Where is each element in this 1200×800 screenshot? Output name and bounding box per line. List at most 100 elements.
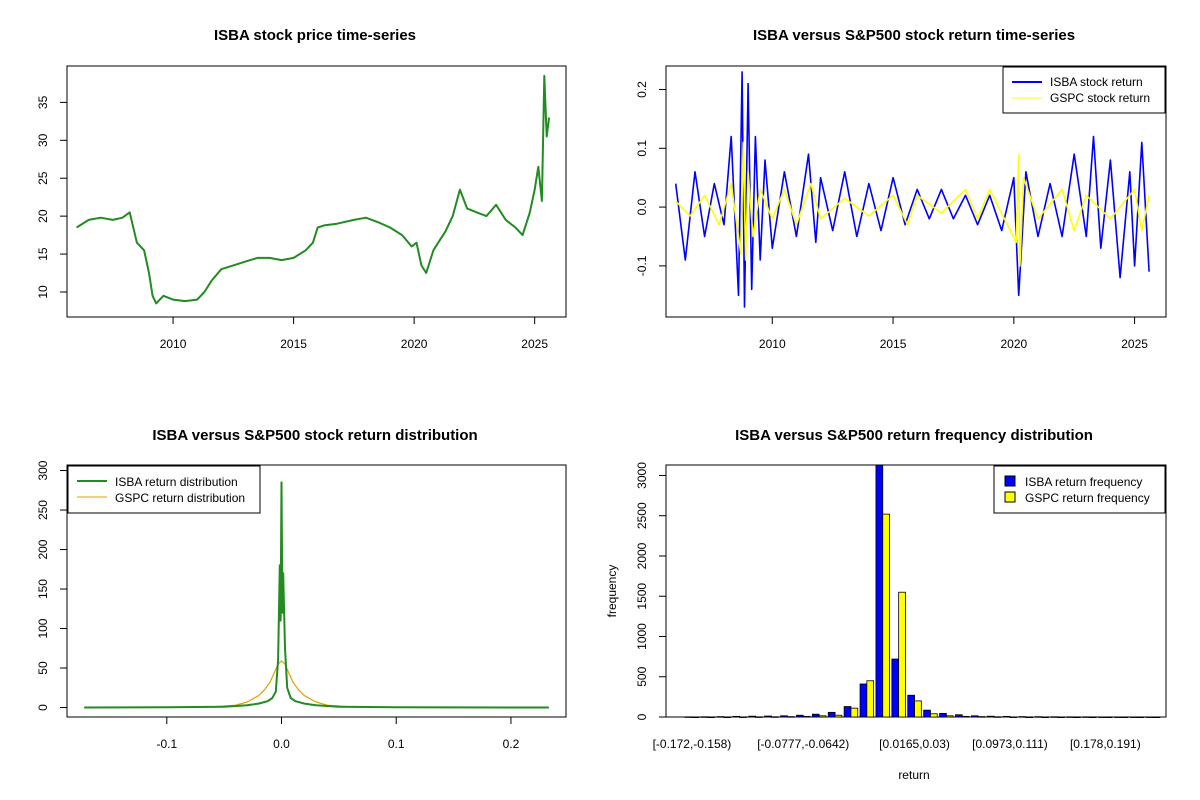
price-xtick-label: 2025	[521, 337, 548, 351]
gspc-freq-bar	[961, 715, 970, 718]
gspc-freq-bar	[802, 715, 811, 718]
price-xtick-label: 2010	[160, 337, 187, 351]
isba-freq-bar	[748, 715, 756, 718]
legend-gspc-freq-label: GSPC return frequency	[1025, 491, 1150, 505]
gspc-freq-bar	[755, 716, 763, 718]
returns-xtick-label: 2020	[1000, 337, 1027, 351]
gspc-freq-bar	[707, 716, 716, 719]
density-chart: ISBA versus S&P500 stock return distribu…	[36, 427, 567, 751]
returns-ytick-label: -0.1	[635, 255, 649, 276]
gspc-freq-bar	[691, 716, 700, 719]
returns-plot-frame	[665, 65, 1167, 318]
density-chart-title: ISBA versus S&P500 stock return distribu…	[152, 427, 477, 444]
price-plot-frame	[66, 65, 567, 318]
price-ytick-label: 10	[36, 285, 50, 299]
frequency-legend: ISBA return frequency GSPC return freque…	[993, 465, 1166, 514]
returns-chart-title: ISBA versus S&P500 stock return time-ser…	[753, 27, 1075, 44]
freq-ytick-label: 1000	[635, 623, 649, 650]
returns-chart: ISBA versus S&P500 stock return time-ser…	[635, 27, 1167, 351]
isba-freq-bar	[907, 694, 915, 718]
density-ytick-label: 150	[36, 579, 50, 599]
density-xtick-label: 0.2	[503, 737, 520, 751]
gspc-freq-bar	[898, 591, 906, 718]
density-ytick-label: 0	[36, 704, 50, 711]
frequency-bars	[684, 464, 1161, 719]
isba-return-line	[674, 71, 1150, 308]
gspc-freq-bar	[1152, 716, 1161, 719]
density-xtick-label: 0.1	[388, 737, 405, 751]
isba-freq-bar	[1050, 716, 1059, 718]
density-xtick-label: -0.1	[156, 737, 177, 751]
gspc-freq-bar	[771, 716, 779, 718]
density-ytick-label: 100	[36, 618, 50, 638]
gspc-freq-bar	[1041, 716, 1049, 719]
price-ytick-label: 30	[36, 133, 50, 147]
density-ytick-label: 250	[36, 500, 50, 520]
gspc-freq-bar	[723, 716, 731, 719]
gspc-freq-bar	[914, 700, 922, 718]
isba-freq-bar	[939, 712, 947, 718]
isba-freq-bar	[955, 714, 963, 718]
freq-xtick-label: [-0.0777,-0.0642)	[757, 737, 849, 751]
gspc-freq-bar	[882, 513, 890, 718]
freq-xtick-label: [-0.172,-0.158)	[653, 737, 732, 751]
gspc-density-line	[84, 660, 549, 709]
freq-ytick-label: 2500	[635, 502, 649, 529]
returns-xtick-label: 2010	[759, 337, 786, 351]
freq-xtick-label: [0.0165,0.03)	[879, 737, 950, 751]
legend-gspc-density-label: GSPC return distribution	[115, 491, 245, 505]
isba-freq-bar	[764, 715, 772, 718]
isba-freq-bar	[1082, 716, 1090, 718]
freq-ytick-label: 500	[635, 666, 649, 686]
gspc-freq-bar	[1073, 716, 1081, 719]
gspc-freq-bar	[1057, 716, 1065, 719]
isba-freq-bar	[684, 716, 693, 718]
legend-isba-freq-label: ISBA return frequency	[1025, 475, 1142, 489]
isba-freq-bar	[1066, 716, 1074, 718]
returns-series	[674, 71, 1150, 308]
isba-freq-bar	[700, 716, 709, 718]
freq-xtick-label: [0.0973,0.111)	[972, 737, 1048, 751]
frequency-axes: 0 500 1000 1500 2000 2500 3000 [-0.172,-0.158) […	[635, 462, 1141, 751]
density-axes: -0.1 0.0 0.1 0.2 0 50 100 150 200 250 300	[36, 460, 520, 751]
returns-axes: 2010 2015 2020 2025 -0.1 0.0 0.1 0.2	[635, 81, 1148, 351]
price-ytick-label: 20	[36, 209, 50, 223]
gspc-return-line	[675, 141, 1150, 267]
freq-xtick-label: [0.178,0.191)	[1070, 737, 1141, 751]
density-xtick-label: 0.0	[273, 737, 290, 751]
gspc-freq-bar	[850, 707, 859, 718]
density-ytick-label: 200	[36, 539, 50, 559]
isba-freq-bar	[796, 714, 804, 718]
isba-freq-bar	[1002, 715, 1011, 718]
gspc-freq-bar	[977, 716, 986, 718]
price-ytick-label: 15	[36, 247, 50, 261]
returns-ytick-label: 0.2	[635, 81, 649, 98]
isba-freq-bar	[1129, 716, 1138, 718]
isba-freq-bar	[811, 713, 820, 718]
returns-xtick-label: 2015	[880, 337, 907, 351]
price-series	[76, 74, 551, 305]
price-ytick-label: 35	[36, 95, 50, 109]
legend-isba-density-label: ISBA return distribution	[115, 475, 238, 489]
isba-freq-bar	[859, 683, 868, 718]
returns-legend: ISBA stock return GSPC stock return	[1002, 66, 1166, 114]
freq-ytick-label: 2000	[635, 542, 649, 569]
gspc-freq-bar	[1136, 716, 1145, 719]
density-legend: ISBA return distribution GSPC return dis…	[67, 465, 261, 514]
gspc-freq-bar	[818, 715, 827, 718]
isba-freq-bar	[923, 709, 931, 718]
gspc-freq-bar	[834, 714, 843, 718]
price-chart-title: ISBA stock price time-series	[214, 27, 416, 44]
isba-freq-bar	[1145, 716, 1154, 718]
gspc-freq-bar	[866, 680, 875, 718]
legend-gspc-label: GSPC stock return	[1050, 91, 1150, 105]
returns-ytick-label: 0.1	[635, 140, 649, 157]
isba-freq-bar	[1034, 716, 1043, 718]
gspc-freq-bar	[945, 715, 954, 718]
returns-legend-box	[1002, 66, 1166, 114]
frequency-xlabel: return	[898, 768, 929, 782]
price-chart: ISBA stock price time-series 2010 20 15 202…	[36, 27, 567, 351]
gspc-freq-bar	[1025, 716, 1034, 719]
gspc-freq-bar	[739, 716, 747, 718]
